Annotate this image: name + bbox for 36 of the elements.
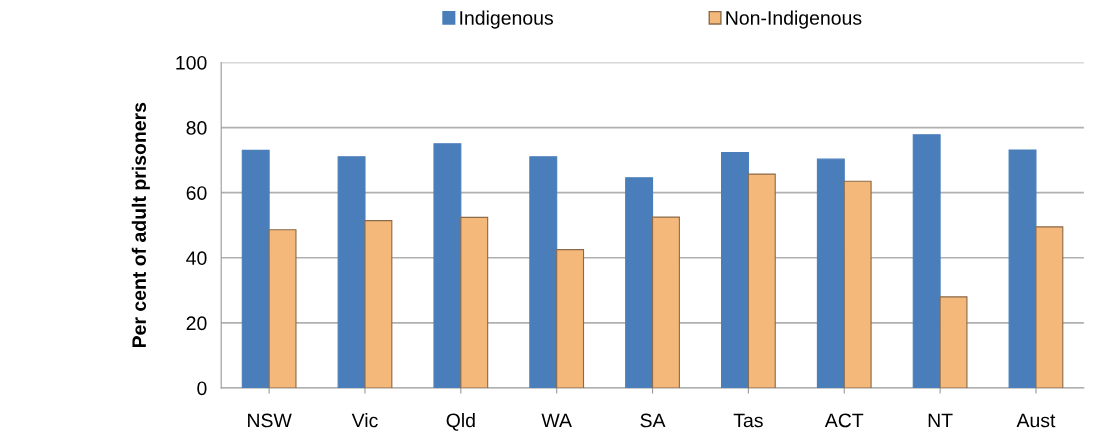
bar	[433, 143, 462, 389]
y-tick-label: 60	[186, 186, 207, 200]
bar	[816, 158, 845, 389]
legend-label: Non-Indigenous	[726, 10, 862, 29]
x-tick-label: ACT	[824, 413, 864, 428]
bar	[1008, 149, 1037, 389]
bar	[337, 156, 366, 389]
bar	[1035, 226, 1064, 389]
bar	[460, 216, 489, 389]
bar	[912, 134, 941, 389]
bar	[268, 229, 297, 389]
y-tick-label: 0	[197, 381, 207, 396]
x-tick-label: WA	[541, 413, 572, 428]
x-tick-label: NT	[928, 413, 953, 428]
bar	[651, 216, 680, 389]
bar	[529, 156, 558, 389]
y-tick-label: 80	[186, 121, 207, 135]
x-tick-label: Tas	[733, 413, 763, 428]
y-axis-title: Per cent of adult prisoners	[131, 102, 150, 348]
x-tick-label: Aust	[1016, 413, 1056, 428]
bar	[843, 180, 872, 389]
y-tick-label: 40	[186, 251, 207, 266]
y-tick-label: 100	[176, 55, 207, 70]
x-tick-label: Qld	[446, 413, 475, 431]
bar	[625, 177, 654, 389]
bar	[939, 296, 968, 389]
y-tick-label: 20	[186, 316, 207, 331]
bar	[241, 149, 270, 389]
bar	[364, 220, 393, 389]
x-tick-label: Vic	[351, 413, 378, 428]
bar	[747, 173, 776, 389]
x-tick-label: SA	[640, 413, 666, 428]
bar	[556, 249, 585, 389]
bar	[720, 152, 749, 389]
legend-label: Indigenous	[460, 10, 553, 29]
x-tick-label: NSW	[248, 413, 292, 428]
